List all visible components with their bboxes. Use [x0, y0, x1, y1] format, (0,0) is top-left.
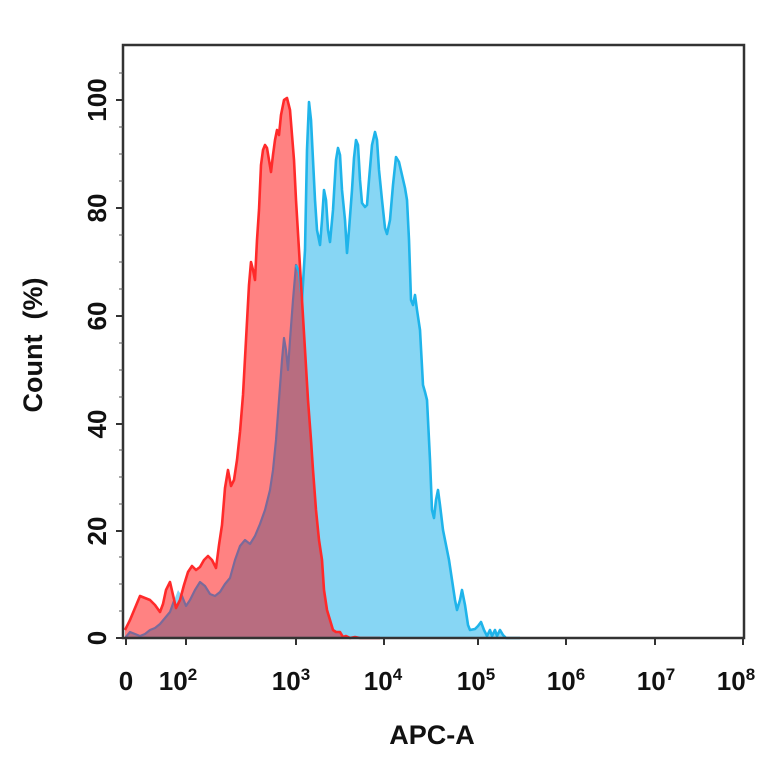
x-label-1e5: 105 — [457, 665, 495, 696]
plot-frame — [121, 43, 746, 640]
y-label-20: 20 — [82, 517, 112, 546]
x-label-1e8: 108 — [717, 665, 755, 696]
y-axis-labels: 100 80 60 40 20 0 — [82, 78, 112, 645]
x-label-1e3: 103 — [272, 665, 310, 696]
blue-histogram-fill — [125, 102, 506, 638]
x-axis-title: APC-A — [389, 720, 475, 750]
y-label-80: 80 — [82, 194, 112, 223]
x-label-1e6: 106 — [547, 665, 585, 696]
blue-histogram-line — [294, 100, 520, 640]
y-label-100: 100 — [82, 78, 112, 121]
x-label-0: 0 — [119, 666, 133, 696]
x-label-1e2: 102 — [159, 665, 197, 696]
y-axis-ticks — [116, 99, 123, 639]
x-axis-ticks — [125, 638, 744, 645]
x-label-1e4: 104 — [364, 665, 403, 696]
y-label-40: 40 — [82, 410, 112, 439]
x-axis-labels: 0 102 103 104 105 106 107 108 — [119, 665, 755, 696]
y-label-0: 0 — [82, 631, 112, 645]
y-axis-minor-ticks — [119, 72, 123, 612]
red-histogram-line — [123, 96, 380, 640]
y-label-60: 60 — [82, 302, 112, 331]
y-axis-title: Count (%) — [18, 278, 48, 413]
x-label-1e7: 107 — [637, 665, 675, 696]
